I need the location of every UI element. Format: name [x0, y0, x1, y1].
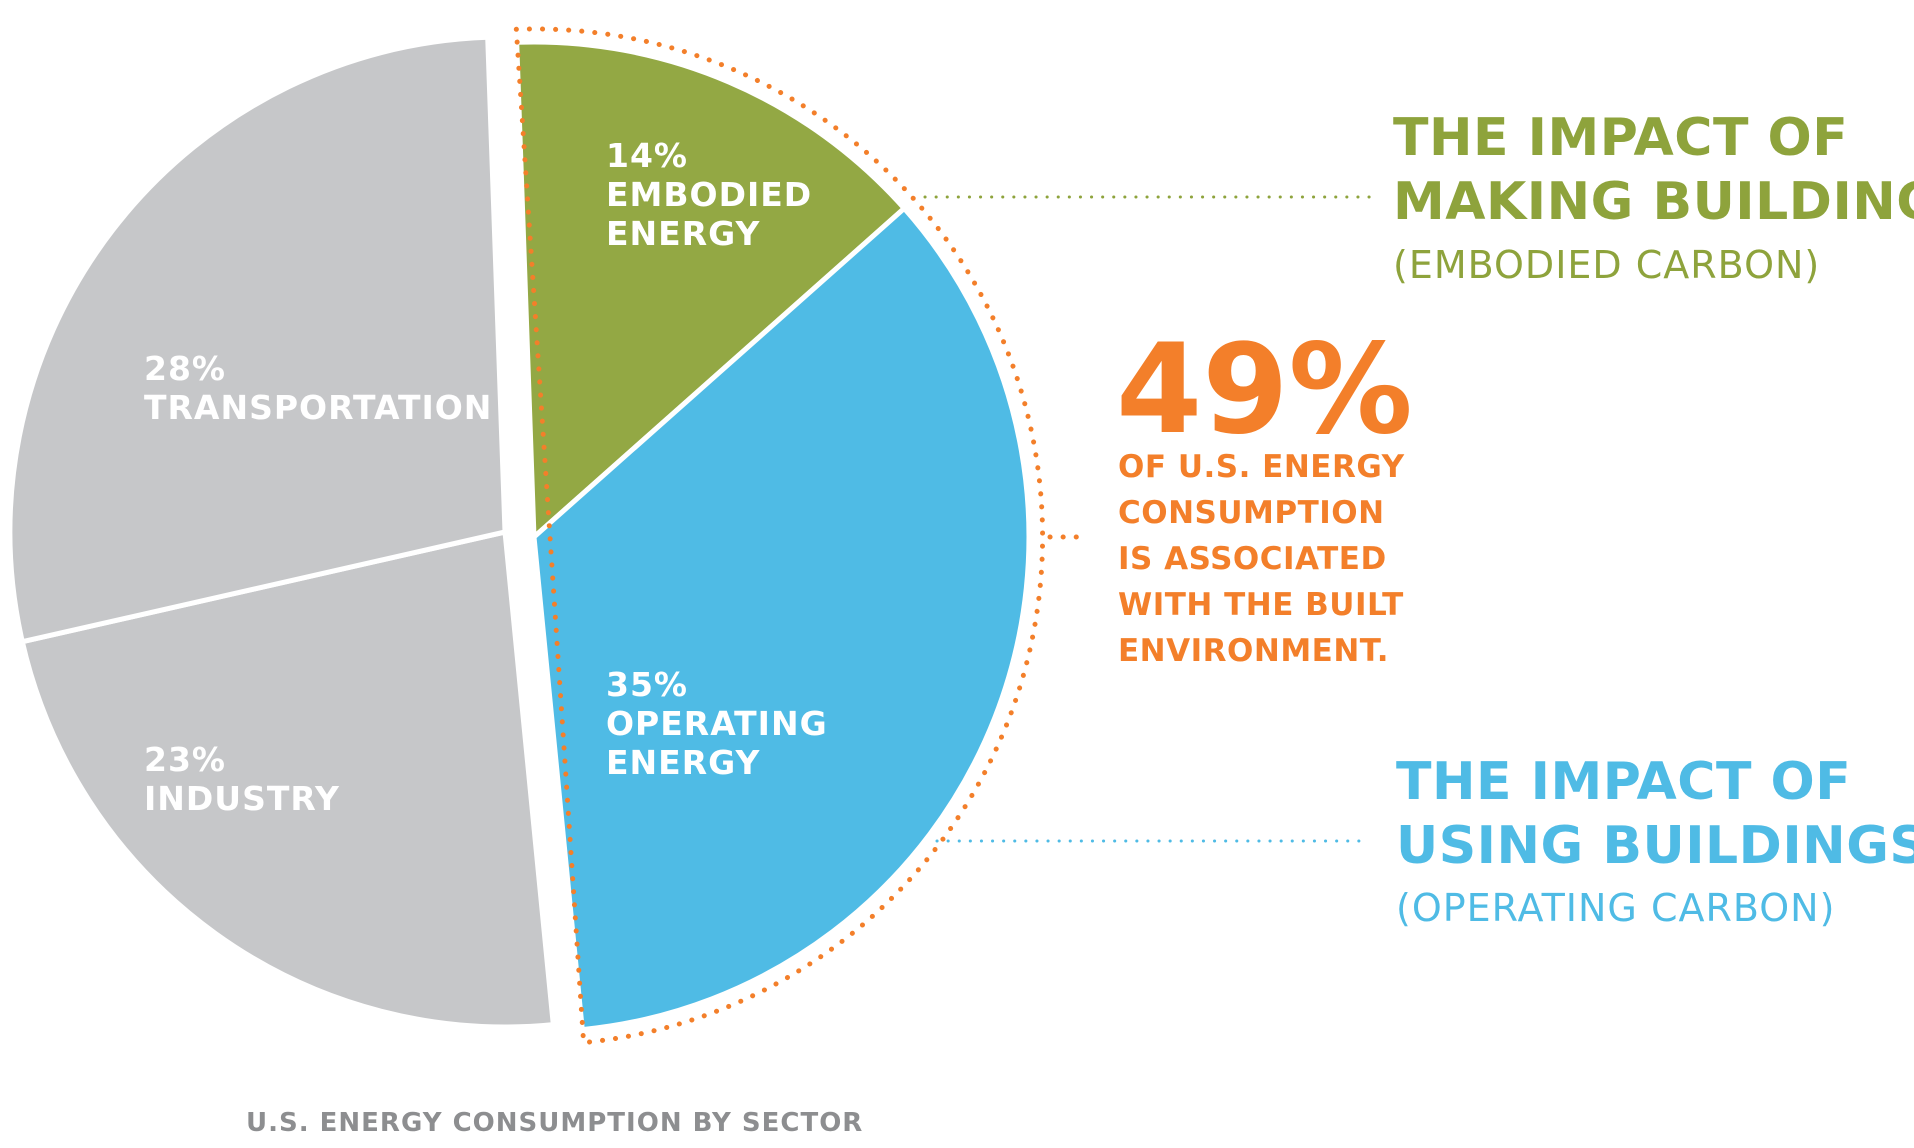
built-environment-text: OF U.S. ENERGY CONSUMPTION IS ASSOCIATED WI… [1118, 449, 1405, 669]
using-buildings-subtitle: (OPERATING CARBON) [1396, 886, 1835, 930]
slice-label-operating-energy: 35% OPERATING ENERGY [606, 665, 828, 782]
slice-industry [19, 529, 556, 1030]
leader-lines [923, 195, 1374, 843]
slice-labels: 14% EMBODIED ENERGY 35% OPERATING ENERGY 23% IN… [144, 136, 828, 818]
pie-slices [7, 34, 1032, 1033]
slice-label-industry: 23% INDUSTRY [144, 740, 340, 818]
using-buildings-title: THE IMPACT OF USING BUILDINGS [1396, 752, 1914, 876]
making-buildings-subtitle: (EMBODIED CARBON) [1393, 243, 1820, 287]
slice-label-embodied-energy: 14% EMBODIED ENERGY [606, 136, 812, 253]
chart-title: U.S. ENERGY CONSUMPTION BY SECTOR [246, 1108, 863, 1138]
built-environment-percent: 49% [1116, 318, 1413, 462]
slice-label-transportation: 28% TRANSPORTATION [144, 349, 492, 427]
slice-operating-energy [531, 205, 1032, 1033]
slice-transportation [7, 34, 508, 645]
slice-embodied-energy [514, 39, 907, 540]
